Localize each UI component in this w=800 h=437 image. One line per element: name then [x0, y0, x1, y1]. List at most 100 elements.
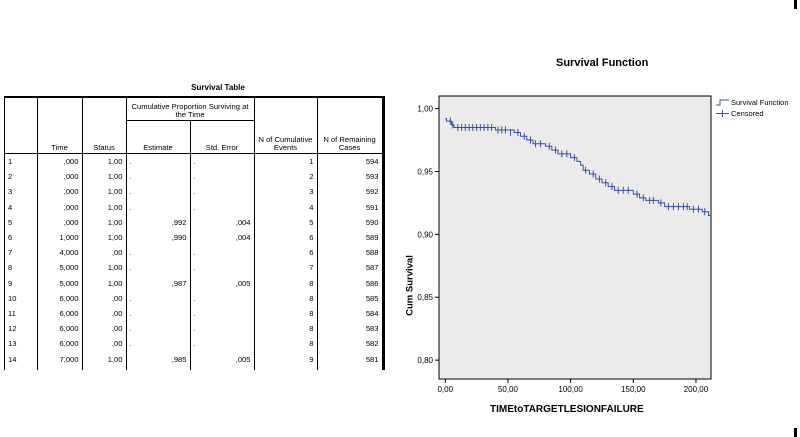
time-cell: 6,000 [37, 336, 83, 352]
std-error-cell: ,005 [190, 275, 255, 291]
time-cell: ,000 [37, 199, 83, 215]
table-row: 10 6,000,00.. 8 585 [5, 290, 383, 306]
table-row: 6 1,000 1,00,990,004 6 589 [5, 229, 383, 246]
std-error-cell: . [190, 245, 255, 261]
remaining-cases-header: N of Remaining Cases [317, 98, 383, 154]
row-index: 10 [5, 290, 38, 306]
x-tick-label: 200,00 [684, 385, 709, 394]
legend-survival-label: Survival Function [731, 98, 789, 107]
row-index: 12 [5, 321, 38, 337]
plot-area [438, 95, 712, 380]
row-index: 13 [5, 336, 38, 352]
events-cell: 3 [254, 184, 318, 200]
status-cell: 1,00 [82, 260, 127, 276]
remaining-cell: 590 [317, 214, 383, 230]
status-cell [82, 366, 127, 370]
chart-title: Survival Function [556, 57, 649, 69]
row-index: 11 [5, 305, 38, 322]
estimate-cell: ,987 [126, 275, 191, 291]
x-tick-label: 150,00 [621, 385, 646, 394]
time-cell [37, 366, 83, 370]
table-row: 11 6,000,00.. 8 584 [5, 305, 383, 322]
row-index: 4 [5, 199, 38, 215]
x-tick-label: 100,00 [558, 385, 583, 394]
table-row: 1,000 1,00.. 1 594 [5, 153, 383, 170]
status-cell: ,00 [82, 305, 127, 322]
std-error-cell: . [190, 305, 255, 322]
remaining-cell: 594 [317, 153, 383, 170]
estimate-cell: . [126, 184, 191, 200]
std-error-cell: . [190, 321, 255, 337]
legend-censored-label: Censored [731, 109, 764, 118]
y-tick-label: 0,80 [417, 356, 433, 365]
row-index: 15 [5, 366, 38, 370]
events-cell [254, 366, 318, 370]
status-cell: ,00 [82, 336, 127, 352]
y-tick-label: 0,85 [417, 293, 433, 302]
chart-legend: Survival Function Censored [716, 97, 789, 119]
estimate-cell: ,990 [126, 229, 191, 246]
y-axis-label: Cum Survival [404, 255, 416, 316]
time-cell: 1,000 [37, 229, 83, 246]
time-cell: 6,000 [37, 290, 83, 306]
status-cell: 1,00 [82, 351, 127, 367]
estimate-cell: . [126, 153, 191, 170]
table-row: 8 5,000 1,00.. 7 587 [5, 260, 383, 276]
std-error-cell: . [190, 199, 255, 215]
std-error-cell: . [190, 260, 255, 276]
estimate-header: Estimate [126, 120, 191, 154]
events-cell: 6 [254, 229, 318, 246]
remaining-cell: 584 [317, 305, 383, 322]
cumulative-proportion-header: Cumulative Proportion Surviving at the T… [126, 98, 255, 121]
std-error-cell: ,004 [190, 214, 255, 230]
remaining-cell: 586 [317, 275, 383, 291]
remaining-cell: 593 [317, 169, 383, 185]
row-index: 5 [5, 214, 38, 230]
status-cell: ,00 [82, 321, 127, 337]
cumulative-events-header: N of Cumulative Events [254, 98, 318, 154]
time-cell: 5,000 [37, 275, 83, 291]
table-row: 14 7,000 1,00,985,005 9 581 [5, 351, 383, 367]
status-cell: 1,00 [82, 153, 127, 170]
y-tick-label: 0,90 [417, 230, 433, 239]
estimate-cell: ,985 [126, 351, 191, 367]
status-cell: 1,00 [82, 229, 127, 246]
time-cell: ,000 [37, 214, 83, 230]
estimate-cell: . [126, 290, 191, 306]
estimate-cell: . [126, 169, 191, 185]
events-cell: 8 [254, 275, 318, 291]
row-index: 14 [5, 351, 38, 367]
time-cell: 5,000 [37, 260, 83, 276]
events-cell: 8 [254, 305, 318, 322]
survival-line-swatch [716, 99, 729, 106]
std-error-cell: ,004 [190, 229, 255, 246]
events-cell: 8 [254, 290, 318, 306]
events-cell: 9 [254, 351, 318, 367]
remaining-cell: 582 [317, 336, 383, 352]
events-cell: 5 [254, 214, 318, 230]
legend-item-survival: Survival Function [716, 97, 789, 108]
y-tick-label: 0,95 [417, 167, 433, 176]
status-header: Status [82, 98, 127, 154]
status-cell: 1,00 [82, 275, 127, 291]
survival-function-line [445, 118, 711, 216]
edge-mark-top [794, 0, 797, 9]
std-error-cell: ,005 [190, 351, 255, 367]
row-index: 8 [5, 260, 38, 276]
remaining-cell: 587 [317, 260, 383, 276]
std-error-cell: . [190, 184, 255, 200]
table-row: 2,000 1,00.. 2 593 [5, 169, 383, 185]
table-row: 12 6,000,00.. 8 583 [5, 321, 383, 337]
time-cell: ,000 [37, 169, 83, 185]
table-row: 7 4,000,00.. 6 588 [5, 245, 383, 261]
status-cell: 1,00 [82, 169, 127, 185]
row-index: 2 [5, 169, 38, 185]
edge-mark-bottom [794, 428, 797, 437]
time-header: Time [37, 98, 83, 154]
events-cell: 4 [254, 199, 318, 215]
time-cell: 7,000 [37, 351, 83, 367]
time-cell: ,000 [37, 153, 83, 170]
remaining-cell: 589 [317, 229, 383, 246]
estimate-cell: . [126, 245, 191, 261]
